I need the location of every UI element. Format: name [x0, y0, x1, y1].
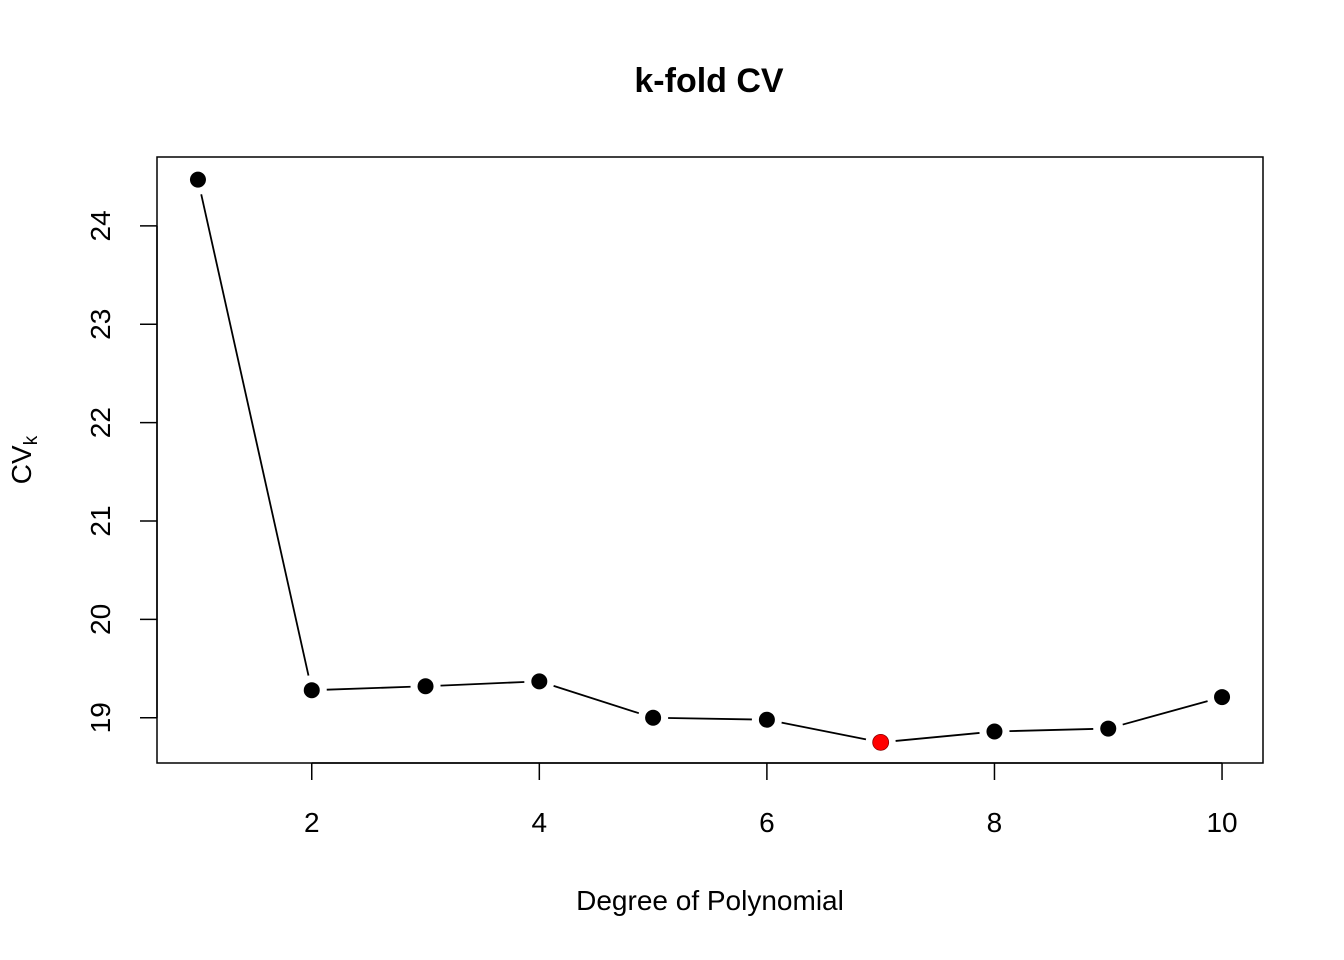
line-segment — [1122, 700, 1208, 726]
x-tick-label: 2 — [304, 807, 320, 838]
plot-frame — [156, 156, 1264, 764]
x-tick-label: 4 — [532, 807, 548, 838]
highlight-point — [872, 733, 890, 751]
y-axis: 19 20 21 22 23 24 — [85, 210, 158, 733]
x-axis-label: Degree of Polynomial — [576, 885, 844, 916]
y-tick-label: 24 — [85, 210, 116, 241]
data-point — [986, 723, 1003, 740]
x-axis: 2 4 6 8 10 — [304, 762, 1238, 838]
x-tick-label: 10 — [1206, 807, 1237, 838]
x-tick-label: 8 — [987, 807, 1003, 838]
y-axis-label-subscript: k — [21, 435, 42, 445]
y-tick-label: 22 — [85, 407, 116, 438]
data-point — [758, 711, 775, 728]
data-point — [189, 171, 206, 188]
chart-title: k-fold CV — [634, 62, 784, 100]
line-segment — [1009, 728, 1094, 733]
y-tick-label: 20 — [85, 604, 116, 635]
data-point — [531, 673, 548, 690]
line-segment — [200, 194, 310, 676]
y-tick-label: 21 — [85, 505, 116, 536]
line-segment — [668, 717, 752, 721]
y-tick-label: 19 — [85, 702, 116, 733]
line-segment — [326, 685, 411, 691]
line-segment — [553, 685, 640, 715]
line-segment — [895, 732, 980, 742]
data-point — [417, 678, 434, 695]
y-tick-label: 23 — [85, 309, 116, 340]
data-series — [189, 171, 1231, 751]
y-axis-label: CVk — [6, 435, 42, 484]
data-point — [1214, 689, 1231, 706]
y-axis-label-main: CV — [6, 445, 37, 484]
line-segment — [440, 681, 525, 687]
data-point — [645, 709, 662, 726]
data-point — [303, 682, 320, 699]
x-tick-label: 6 — [759, 807, 775, 838]
data-point — [1100, 720, 1117, 737]
line-segment — [781, 721, 867, 741]
